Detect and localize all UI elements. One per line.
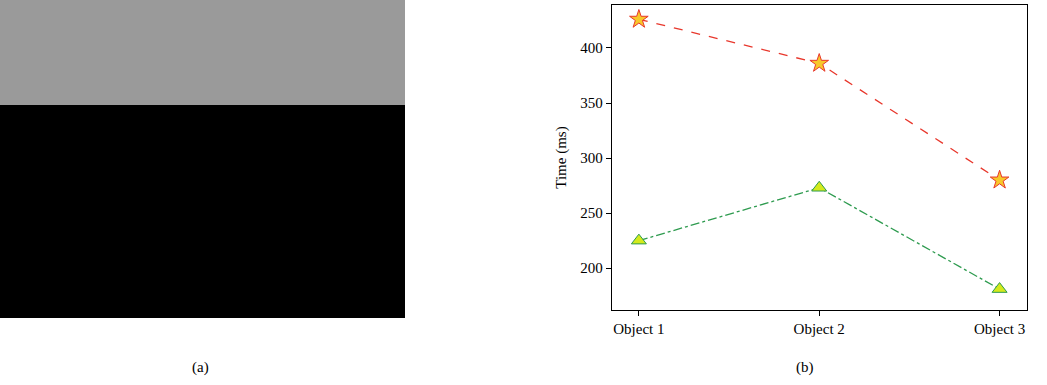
- svg-text:250: 250: [580, 205, 603, 221]
- svg-text:300: 300: [580, 150, 603, 166]
- svg-text:400: 400: [580, 40, 603, 56]
- svg-text:200: 200: [580, 260, 603, 276]
- svg-text:350: 350: [580, 95, 603, 111]
- svg-text:(b): (b): [796, 359, 814, 376]
- svg-text:(a): (a): [192, 359, 209, 376]
- svg-text:Object 3: Object 3: [974, 321, 1025, 337]
- svg-text:Object 1: Object 1: [613, 321, 664, 337]
- svg-text:Time (ms): Time (ms): [553, 126, 570, 188]
- svg-text:Object 2: Object 2: [794, 321, 845, 337]
